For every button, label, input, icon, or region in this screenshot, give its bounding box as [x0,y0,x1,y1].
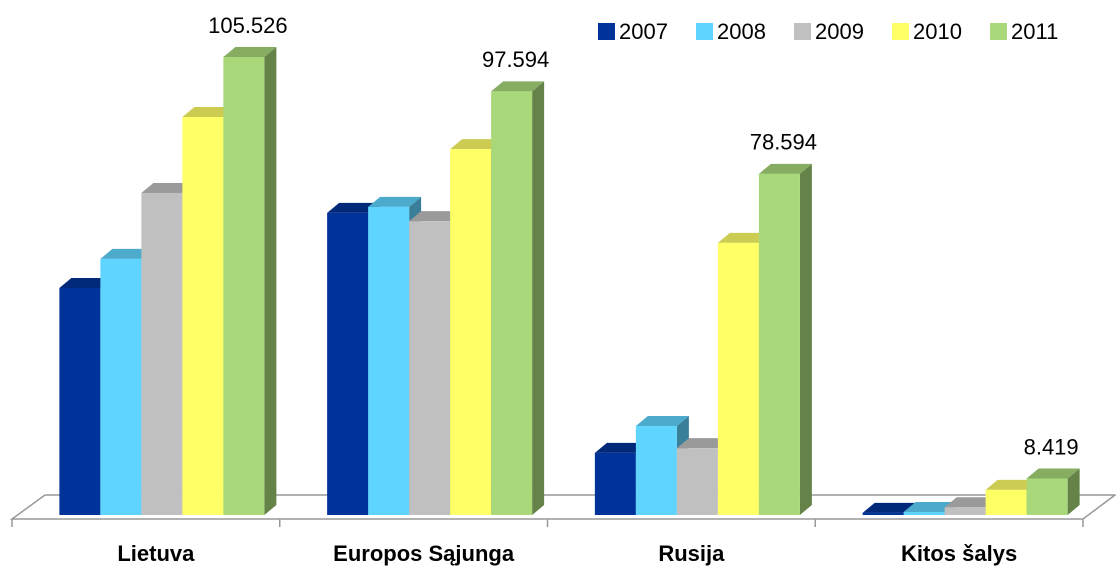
legend-swatch [598,23,615,40]
bar-top [100,248,154,259]
bar [368,206,410,515]
bar-top [182,107,236,118]
bar [903,511,945,515]
bar-top [327,202,381,213]
legend-swatch [892,23,909,40]
bar [59,288,101,515]
bar-top [141,182,195,193]
bar-side [532,81,545,515]
bar [717,242,759,515]
bar [223,57,265,515]
bar [862,512,904,515]
bar-side [1067,468,1080,515]
bar-top [676,438,730,449]
legend-label: 2008 [717,19,766,44]
floor [9,494,1116,520]
x-tick-label: Kitos šalys [901,541,1017,566]
x-tick-label: Lietuva [117,541,195,566]
legend-label: 2011 [1011,19,1058,44]
bar [450,149,492,515]
bar-top [368,196,422,207]
bar-side [799,163,812,515]
bar-side [264,47,277,515]
bar-top [944,497,998,508]
bar [182,117,224,516]
legend-label: 2007 [619,19,668,44]
x-tick-label: Europos Sąjunga [333,541,515,566]
legend-label: 2010 [913,19,962,44]
legend-swatch [990,23,1007,40]
bar [409,221,451,515]
bar [944,507,986,515]
bar [594,452,636,515]
data-label: 8.419 [1024,434,1079,459]
data-label: 97.594 [482,47,549,72]
bar-top [223,47,277,57]
bar-top [59,278,113,289]
bar [327,212,369,515]
bar-top [409,211,463,222]
bar [141,192,183,515]
legend-swatch [696,23,713,40]
bar [676,448,718,515]
bar [100,258,142,515]
data-label: 105.526 [208,13,288,38]
bar-top [491,81,545,92]
bar [635,426,677,515]
bar-top [717,232,771,243]
bar-top [985,479,1039,490]
bar-top [903,501,957,512]
bar-top [635,416,689,427]
bar-top [862,502,916,513]
bar [1026,478,1068,515]
data-label: 78.594 [750,130,817,155]
x-tick-label: Rusija [658,541,725,566]
bar-top [450,139,504,150]
legend-label: 2009 [815,19,864,44]
bar-top [594,442,648,453]
bar-top [758,163,812,174]
bar [758,173,800,515]
bar [985,489,1027,515]
legend-swatch [794,23,811,40]
bar [491,91,533,515]
bar-top [1026,468,1080,479]
